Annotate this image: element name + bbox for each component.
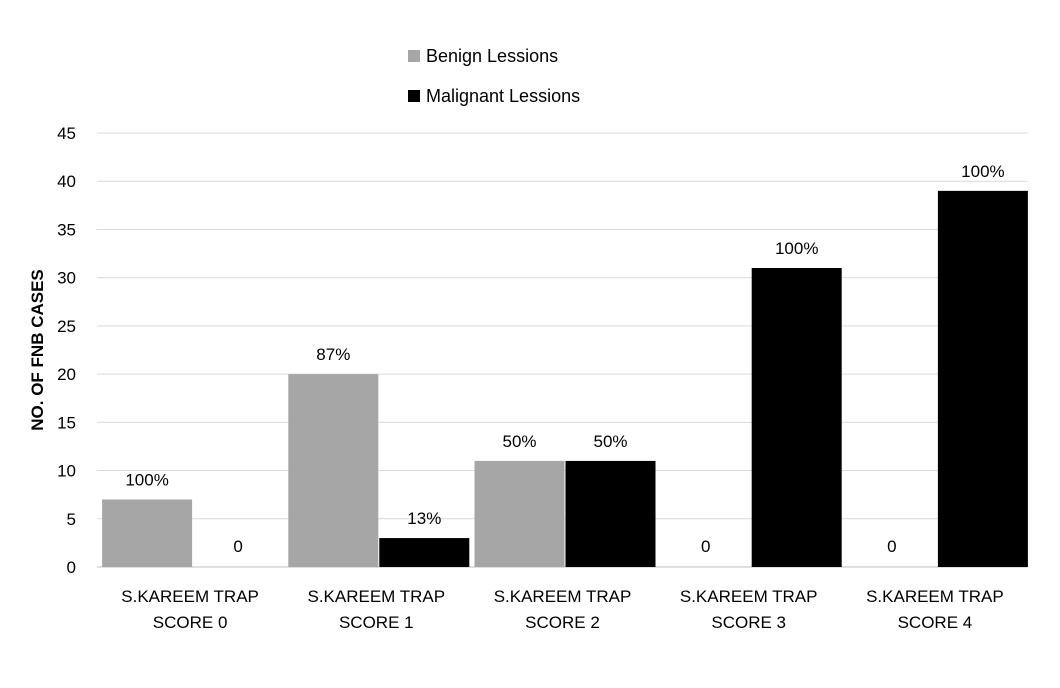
data-label: 0 [701, 537, 710, 556]
legend-label-benign: Benign Lessions [426, 45, 559, 66]
x-category-label: S.KAREEM TRAP [121, 587, 259, 606]
data-label: 50% [502, 432, 536, 451]
x-category-label: SCORE 4 [898, 613, 973, 632]
bar [102, 499, 193, 567]
legend-label-malignant: Malignant Lessions [426, 85, 581, 106]
y-tick-label: 15 [57, 413, 76, 432]
data-label: 100% [775, 239, 818, 258]
bar [751, 268, 842, 567]
data-label: 50% [593, 432, 627, 451]
x-category-label: SCORE 2 [525, 613, 600, 632]
x-category-label: SCORE 1 [339, 613, 414, 632]
legend-swatch-benign [408, 50, 420, 62]
data-labels: 100% 0 87% 13% 50% 50% 0 100% 0 100% [125, 162, 1004, 556]
data-label: 100% [961, 162, 1004, 181]
y-tick-label: 25 [57, 317, 76, 336]
gridlines [97, 132, 1028, 568]
legend-item-benign: Benign Lessions [408, 36, 580, 76]
data-label: 0 [233, 537, 242, 556]
x-axis-categories: S.KAREEM TRAP SCORE 0 S.KAREEM TRAP SCORE 1… [121, 587, 1003, 632]
y-tick-label: 0 [67, 558, 76, 577]
x-category-label: SCORE 0 [153, 613, 228, 632]
x-category-label: SCORE 3 [711, 613, 786, 632]
bar [379, 538, 470, 567]
legend: Benign Lessions Malignant Lessions [408, 36, 580, 116]
data-label: 0 [887, 537, 896, 556]
x-category-label: S.KAREEM TRAP [866, 587, 1004, 606]
bars [102, 190, 1028, 567]
y-tick-label: 30 [57, 269, 76, 288]
y-tick-label: 5 [67, 510, 76, 529]
y-tick-label: 45 [57, 124, 76, 143]
y-tick-label: 35 [57, 220, 76, 239]
y-tick-label: 10 [57, 462, 76, 481]
data-label: 13% [407, 509, 441, 528]
bar [288, 374, 379, 567]
y-tick-label: 40 [57, 172, 76, 191]
x-category-label: S.KAREEM TRAP [494, 587, 632, 606]
x-category-label: S.KAREEM TRAP [680, 587, 818, 606]
y-axis-title: NO. OF FNB CASES [28, 269, 47, 431]
legend-swatch-malignant [408, 90, 420, 102]
x-category-label: S.KAREEM TRAP [307, 587, 445, 606]
data-label: 100% [125, 470, 168, 489]
legend-item-malignant: Malignant Lessions [408, 76, 580, 116]
bar [937, 190, 1028, 567]
bar [474, 460, 565, 567]
y-axis-ticks: 0 5 10 15 20 25 30 35 40 45 [57, 124, 76, 577]
y-tick-label: 20 [57, 365, 76, 384]
data-label: 87% [316, 345, 350, 364]
bar [565, 460, 656, 567]
